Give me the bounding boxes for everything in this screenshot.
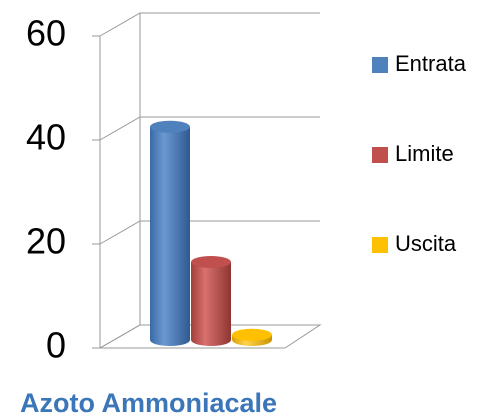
y-tick-label: 20 <box>26 221 66 262</box>
y-tick-label: 0 <box>46 325 66 366</box>
bar <box>150 126 190 340</box>
legend-swatch <box>372 147 388 163</box>
grid-line <box>99 220 320 245</box>
category-label: Azoto Ammoniacale <box>20 388 277 418</box>
legend-label: Entrata <box>395 51 467 76</box>
legend-swatch <box>372 237 388 253</box>
legend-swatch <box>372 57 388 73</box>
grid-line <box>99 116 320 141</box>
bar-top <box>150 120 190 133</box>
bar-top <box>191 256 231 268</box>
grid-line <box>99 324 320 349</box>
legend-label: Limite <box>395 141 454 166</box>
grid-line <box>99 12 320 37</box>
bar <box>191 262 231 340</box>
legend-label: Uscita <box>395 231 457 256</box>
bar-top <box>232 328 272 341</box>
y-tick-label: 40 <box>26 117 66 158</box>
y-tick-label: 60 <box>26 13 66 54</box>
